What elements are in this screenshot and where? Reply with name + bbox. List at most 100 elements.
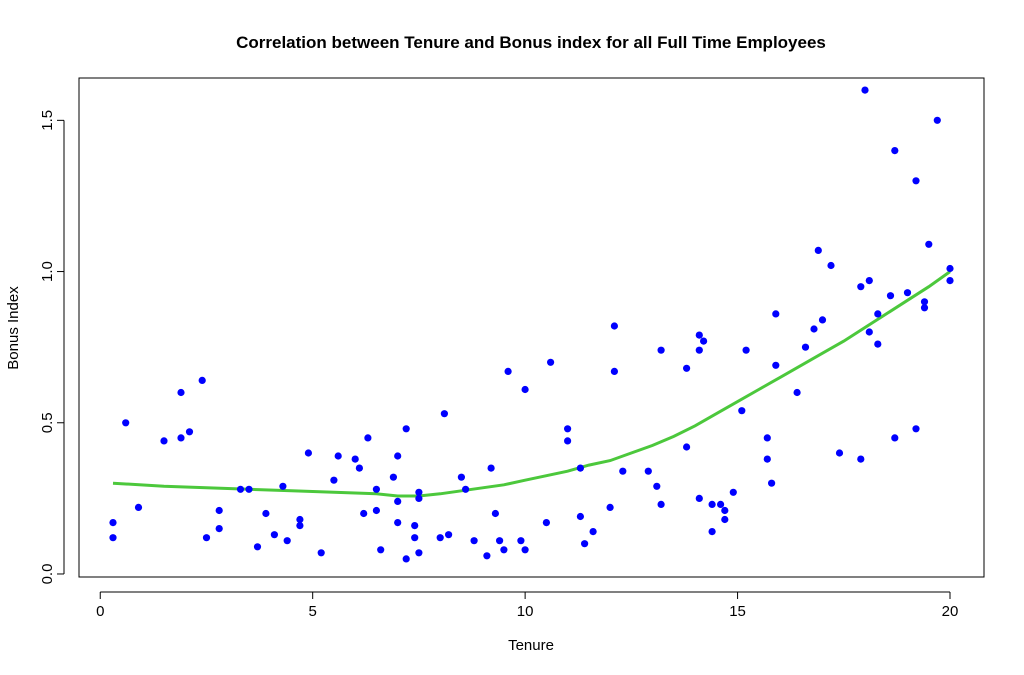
data-point (415, 488, 423, 496)
data-point (683, 443, 691, 451)
data-point (496, 537, 504, 545)
data-point (215, 506, 223, 515)
data-point (772, 361, 780, 369)
data-point (487, 464, 495, 472)
data-point (589, 528, 597, 536)
data-point (402, 425, 410, 433)
data-point (717, 500, 725, 508)
x-tick-label: 20 (942, 603, 959, 620)
data-point (198, 376, 206, 384)
data-point (606, 503, 614, 511)
data-point (576, 512, 585, 521)
data-point (818, 316, 827, 324)
data-point (122, 419, 130, 427)
data-point (283, 537, 291, 545)
data-point (925, 240, 933, 248)
data-point (109, 534, 117, 542)
data-point (491, 509, 499, 518)
data-point (504, 367, 512, 375)
y-axis-label: Bonus Index (5, 286, 22, 370)
data-point (377, 546, 385, 554)
data-point (185, 428, 194, 436)
data-point (793, 388, 801, 397)
data-point (542, 519, 551, 527)
data-point (946, 264, 954, 273)
x-tick-label: 5 (309, 603, 317, 620)
data-point (933, 116, 941, 124)
data-point (372, 506, 380, 515)
data-point (886, 292, 895, 300)
data-point (415, 549, 423, 557)
data-point (772, 310, 780, 318)
data-point (695, 331, 703, 339)
data-point (738, 407, 746, 415)
data-point (279, 482, 287, 490)
data-point (351, 455, 359, 463)
data-point (827, 261, 835, 270)
data-point (177, 434, 185, 442)
data-point (440, 410, 448, 418)
data-point (411, 522, 419, 530)
data-point (109, 519, 117, 527)
data-point (521, 385, 529, 394)
data-point (576, 464, 585, 472)
data-point (610, 367, 619, 375)
data-point (445, 531, 453, 539)
data-point (134, 503, 143, 511)
data-point (296, 522, 304, 530)
data-point (657, 346, 665, 354)
data-point (517, 537, 525, 545)
data-point (483, 552, 491, 560)
x-tick-label: 10 (517, 603, 534, 620)
data-point (768, 479, 776, 487)
data-point (814, 246, 822, 254)
data-point (334, 452, 342, 460)
data-point (389, 473, 397, 481)
y-tick-label: 1.5 (39, 110, 56, 131)
x-axis-label: Tenure (508, 637, 554, 654)
x-axis: 0 5 10 15 20 (96, 591, 959, 620)
data-point (708, 528, 716, 536)
data-point (253, 543, 262, 551)
y-tick-label: 0.5 (39, 412, 56, 433)
data-point (547, 358, 555, 366)
data-point (695, 494, 703, 502)
y-axis: 0.0 0.5 1.0 1.5 (39, 110, 65, 584)
data-point (394, 519, 402, 527)
data-point (262, 509, 270, 518)
chart-title: Correlation between Tenure and Bonus ind… (236, 33, 826, 52)
data-point (644, 467, 652, 475)
data-point (355, 464, 363, 472)
data-point (160, 437, 168, 445)
data-point (708, 500, 716, 508)
data-point (801, 343, 810, 351)
x-tick-label: 15 (729, 603, 746, 620)
data-point (610, 322, 619, 330)
data-points (109, 86, 954, 563)
data-point (462, 485, 470, 493)
data-point (729, 488, 737, 496)
data-point (564, 425, 572, 433)
data-point (810, 325, 818, 333)
data-point (270, 531, 278, 539)
data-point (912, 177, 920, 185)
data-point (521, 546, 529, 554)
data-point (683, 364, 691, 372)
data-point (364, 434, 372, 442)
data-point (865, 277, 873, 285)
data-point (177, 388, 185, 397)
x-tick-label: 0 (96, 603, 104, 620)
data-point (372, 485, 380, 493)
data-point (891, 147, 899, 155)
data-point (903, 289, 912, 297)
data-point (215, 525, 223, 533)
data-point (763, 434, 771, 442)
data-point (304, 449, 312, 457)
data-point (874, 340, 882, 348)
data-point (700, 337, 708, 345)
data-point (411, 534, 419, 542)
data-point (202, 534, 211, 542)
data-point (236, 485, 245, 493)
data-point (695, 346, 703, 354)
